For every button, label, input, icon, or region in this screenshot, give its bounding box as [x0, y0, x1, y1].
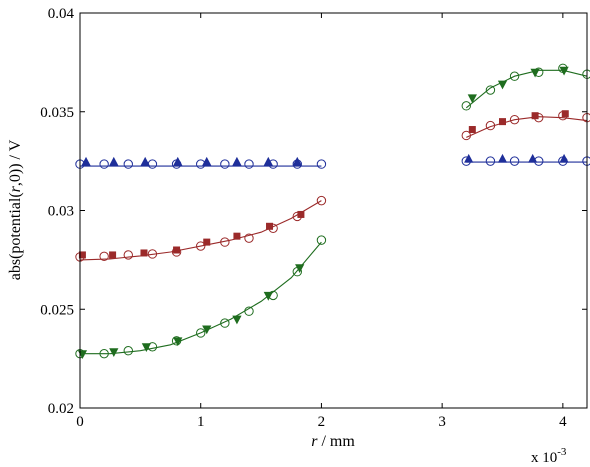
data-point-green-triangle-down — [295, 264, 305, 274]
data-point-blue-circle — [99, 159, 109, 169]
data-point-red-square — [531, 112, 539, 120]
data-point-green-circle — [123, 346, 133, 356]
data-point-red-circle — [461, 130, 471, 141]
data-point-red-square — [140, 249, 148, 257]
data-point-green-circle — [316, 235, 327, 245]
data-point-blue-triangle-up — [528, 153, 538, 163]
data-point-green-circle — [485, 85, 496, 95]
data-point-blue-triangle-up — [497, 153, 508, 163]
data-point-green-triangle-down — [77, 350, 88, 359]
y-tick-label: 0.02 — [48, 401, 74, 417]
y-tick-label: 0.03 — [48, 204, 74, 220]
x-axis-label: r / mm — [311, 433, 355, 450]
data-point-red-square — [297, 210, 305, 218]
data-point-blue-circle — [509, 156, 520, 166]
data-point-blue-triangle-up — [263, 156, 273, 166]
data-point-red-square — [468, 126, 476, 134]
series-line-green — [80, 241, 322, 355]
y-axis-label-italic: r — [7, 185, 24, 192]
data-point-green-triangle-down — [202, 325, 212, 335]
x-tick-label: 4 — [559, 414, 567, 430]
y-axis-label-prefix: abs(potential( — [7, 192, 24, 280]
data-point-blue-triangle-up — [173, 156, 183, 166]
data-point-red-square — [499, 118, 506, 126]
data-point-green-circle — [171, 336, 182, 346]
data-point-red-circle — [123, 250, 133, 260]
data-point-blue-circle — [244, 159, 254, 169]
x-axis-label-italic: r — [311, 433, 318, 450]
data-point-green-triangle-down — [530, 68, 540, 78]
data-point-green-circle — [196, 328, 206, 338]
x-tick-label: 1 — [197, 414, 205, 430]
data-point-blue-triangle-up — [292, 156, 302, 166]
data-point-red-circle — [147, 249, 158, 259]
y-tick-label: 0.025 — [40, 302, 74, 318]
data-point-red-circle — [509, 114, 520, 125]
series-line-red — [79, 200, 322, 261]
data-point-green-circle — [461, 101, 471, 111]
y-axis-label: abs(potential(r,0)) / V — [7, 139, 24, 280]
data-point-green-triangle-down — [232, 315, 242, 325]
data-point-blue-triangle-up — [232, 156, 242, 166]
y-tick-label: 0.04 — [48, 6, 75, 22]
data-point-green-triangle-down — [263, 291, 273, 301]
data-point-red-square — [78, 251, 86, 259]
data-point-red-circle — [244, 233, 254, 243]
data-point-blue-circle — [485, 156, 496, 166]
data-point-green-circle — [99, 348, 109, 359]
x-multiplier: x 10-3 — [531, 446, 567, 466]
data-point-green-triangle-down — [141, 343, 152, 353]
data-point-red-square — [173, 246, 181, 254]
data-point-red-circle — [485, 120, 496, 131]
data-point-green-triangle-down — [109, 348, 119, 357]
data-point-blue-triangle-up — [140, 156, 150, 166]
data-point-red-circle — [220, 237, 230, 247]
data-point-green-triangle-down — [173, 337, 183, 347]
data-point-blue-triangle-up — [81, 156, 91, 166]
plot-area — [80, 13, 587, 408]
x-tick-label: 3 — [438, 414, 446, 430]
ticks-layer: 0 1 2 3 4 0.02 0.025 0.03 0.035 0.04 — [40, 6, 587, 430]
x-multiplier-exponent: -3 — [557, 446, 567, 458]
data-point-blue-triangle-up — [109, 156, 119, 166]
x-tick-label: 0 — [76, 414, 84, 430]
data-point-blue-circle — [220, 159, 230, 169]
data-point-green-triangle-down — [497, 80, 508, 90]
data-point-green-triangle-down — [559, 66, 569, 76]
data-point-green-circle — [244, 306, 254, 316]
data-point-red-circle — [196, 241, 206, 251]
data-point-red-square — [203, 238, 211, 246]
data-point-green-circle — [220, 318, 230, 328]
data-point-red-square — [233, 232, 241, 240]
data-point-blue-triangle-up — [559, 153, 569, 163]
x-multiplier-base: x 10 — [531, 450, 557, 466]
x-tick-label: 2 — [318, 414, 326, 430]
data-point-red-square — [109, 251, 117, 259]
y-axis-label-suffix: ,0)) / V — [7, 139, 24, 186]
data-point-green-circle — [509, 71, 520, 81]
data-point-red-circle — [316, 195, 327, 206]
data-point-blue-circle — [316, 159, 327, 169]
data-point-red-square — [561, 110, 569, 118]
data-point-blue-circle — [123, 159, 133, 169]
y-tick-label: 0.035 — [40, 105, 74, 121]
data-point-red-square — [266, 222, 274, 230]
data-point-green-triangle-down — [467, 94, 477, 104]
data-point-blue-triangle-up — [464, 153, 474, 163]
data-point-blue-triangle-up — [202, 156, 212, 166]
x-axis-label-rest: / mm — [317, 433, 355, 450]
data-point-red-circle — [99, 251, 109, 262]
series-line-red — [466, 116, 588, 138]
